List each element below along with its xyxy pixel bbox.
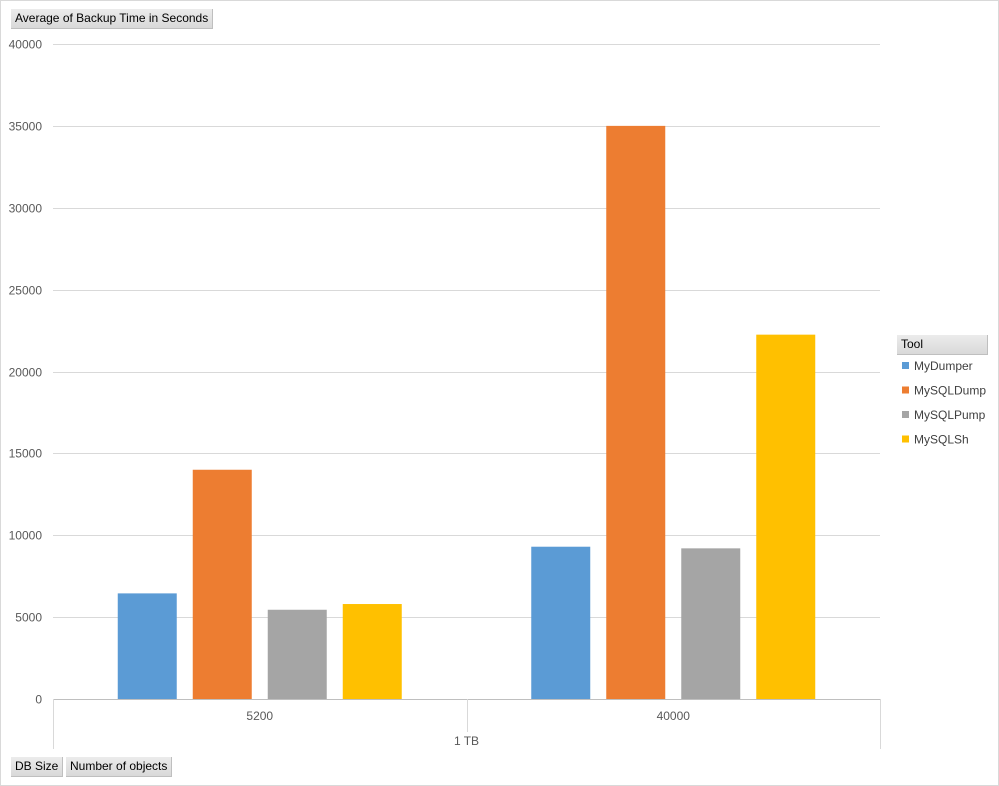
legend-swatch-mysqldump <box>902 386 909 394</box>
y-tick-label: 10000 <box>9 529 43 543</box>
y-tick-label: 20000 <box>9 366 43 380</box>
y-tick-label: 30000 <box>9 202 43 216</box>
x-tick-label: 40000 <box>657 709 691 723</box>
bar-mysqldump-5200 <box>192 469 252 699</box>
x-group-label: 1 TB <box>454 734 479 748</box>
legend-label-mysqlsh: MySQLSh <box>914 433 969 447</box>
y-tick-label: 0 <box>35 693 42 707</box>
legend-field-button-tool[interactable]: Tool <box>897 335 988 355</box>
y-tick-label: 5000 <box>15 611 42 625</box>
bar-mysqlsh-40000 <box>756 334 816 699</box>
y-tick-label: 40000 <box>9 38 43 52</box>
row-field-button-db-size[interactable]: DB Size <box>11 757 64 777</box>
row-field-button-number-of-objects[interactable]: Number of objects <box>66 757 173 777</box>
legend-swatch-mydumper <box>902 362 909 369</box>
bar-mydumper-5200 <box>117 593 177 699</box>
bar-mysqlpump-5200 <box>267 609 327 699</box>
legend-swatch-mysqlpump <box>902 411 909 418</box>
legend-label-mysqlpump: MySQLPump <box>914 408 986 422</box>
values-field-button[interactable]: Average of Backup Time in Seconds <box>11 9 214 29</box>
bar-mysqlsh-5200 <box>342 604 402 699</box>
bar-mysqldump-40000 <box>606 125 666 699</box>
legend-label-mydumper: MyDumper <box>914 359 973 373</box>
bar-mydumper-40000 <box>531 546 591 699</box>
bar-mysqlpump-40000 <box>681 548 741 699</box>
legend-label-mysqldump: MySQLDump <box>914 384 986 398</box>
y-tick-label: 25000 <box>9 284 43 298</box>
x-tick-label: 5200 <box>246 709 273 723</box>
legend-swatch-mysqlsh <box>902 435 909 443</box>
y-tick-label: 35000 <box>9 120 43 134</box>
y-tick-label: 15000 <box>9 447 43 461</box>
